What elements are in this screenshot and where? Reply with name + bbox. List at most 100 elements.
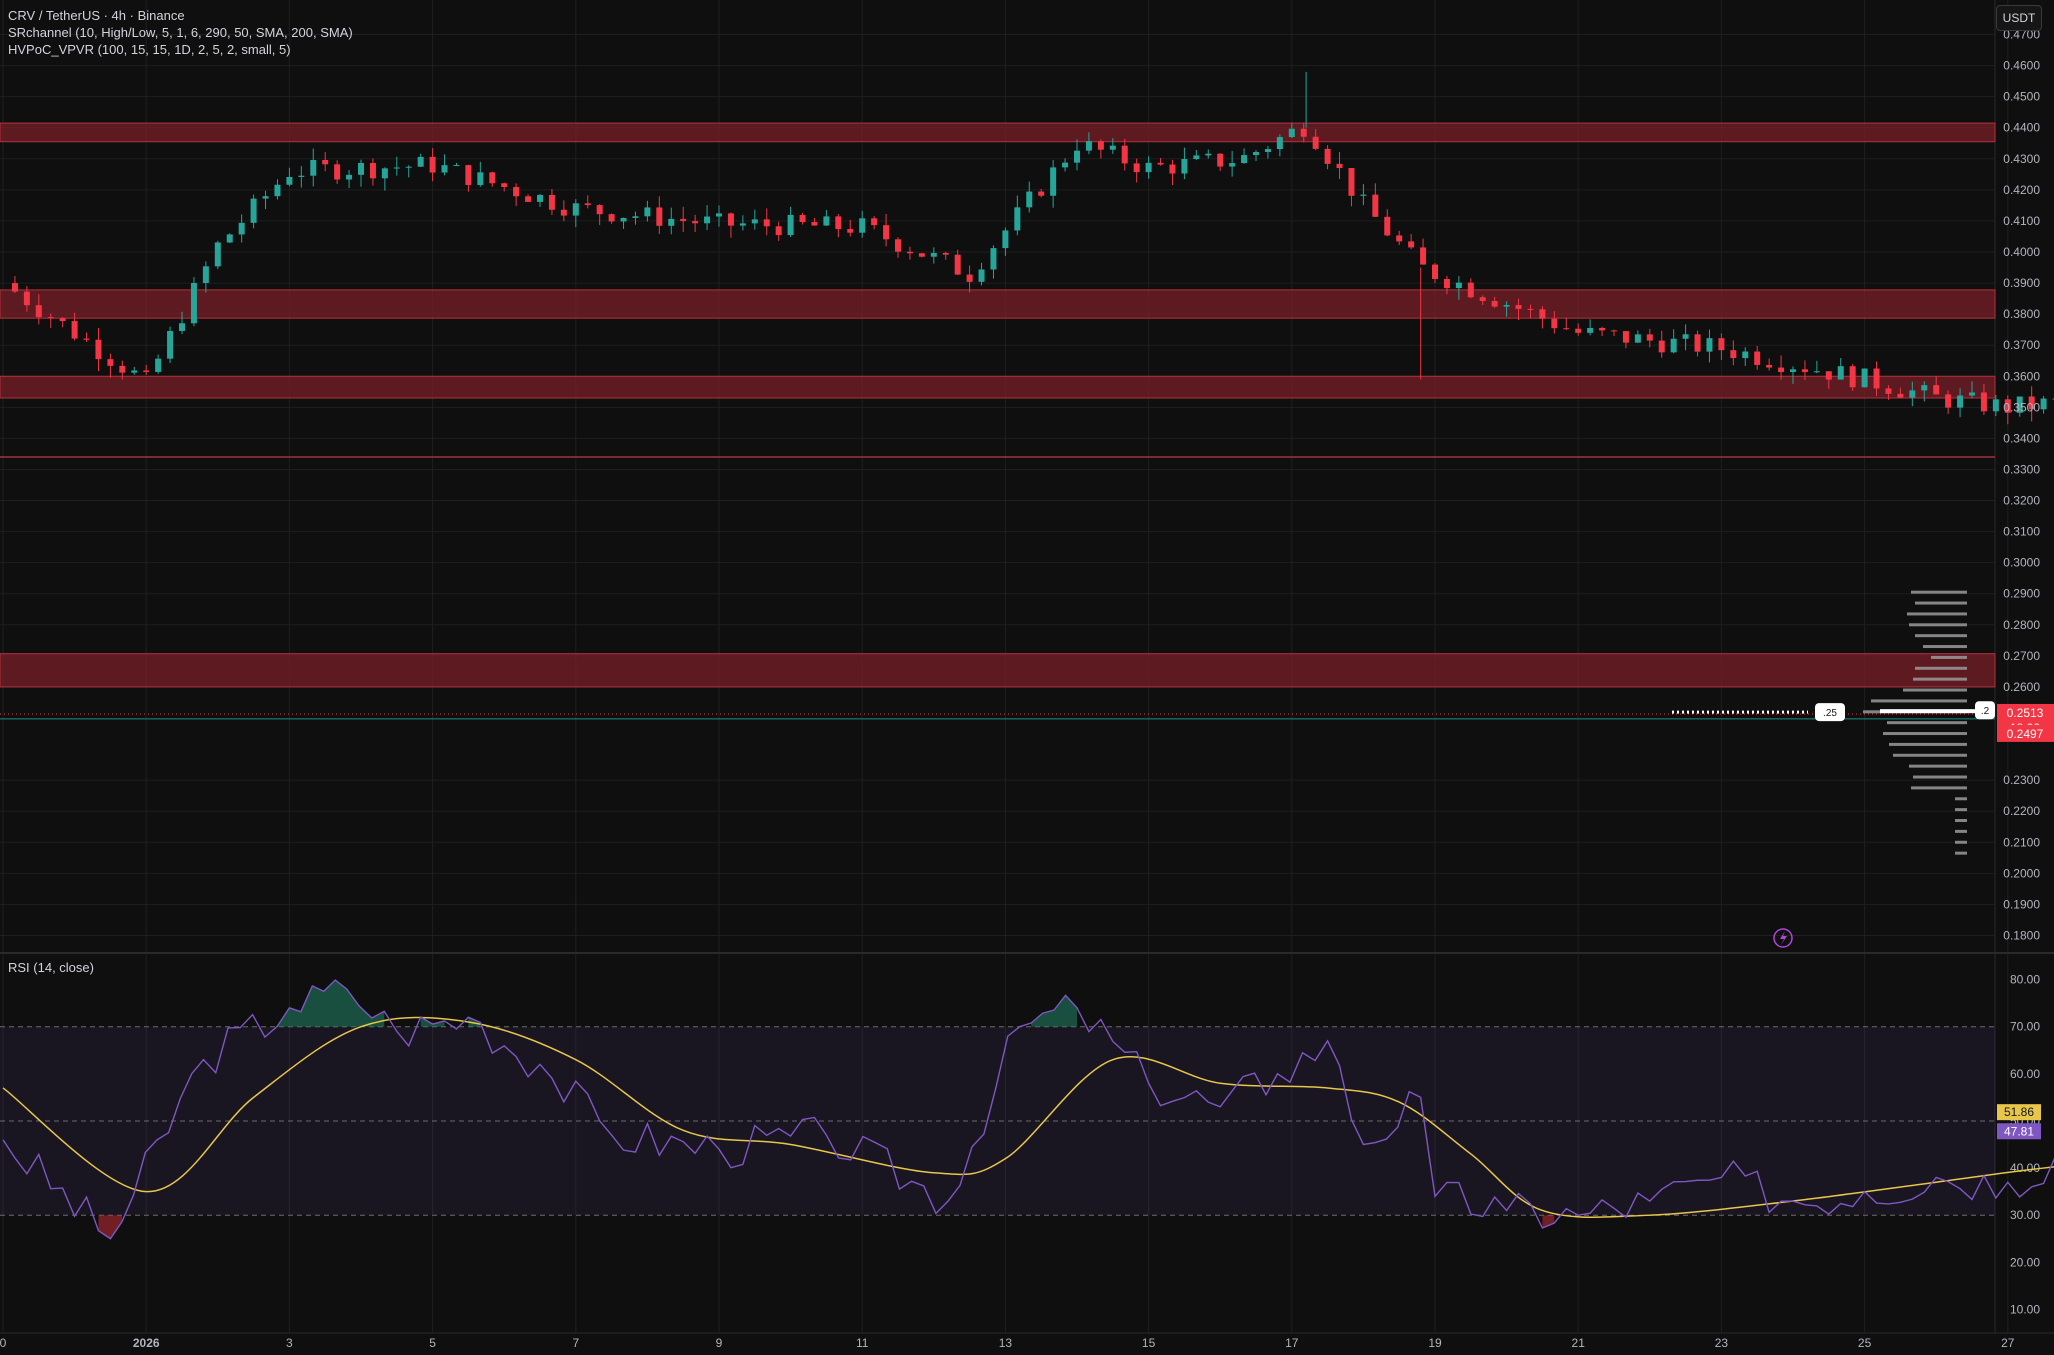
- volume-profile-bar: [1955, 851, 1967, 855]
- candle-body: [1754, 351, 1761, 365]
- candle-body: [978, 269, 985, 282]
- candle-body: [1897, 393, 1904, 398]
- candle-body: [1229, 163, 1236, 167]
- candle-body: [1563, 328, 1570, 330]
- candle-body: [417, 156, 424, 167]
- rsi-oversold-fill: [98, 1215, 123, 1239]
- volume-profile-bar: [1915, 601, 1967, 605]
- candle-body: [202, 266, 209, 283]
- candle-body: [1157, 162, 1164, 165]
- support-resistance-zone: [0, 289, 1996, 319]
- candle-body: [179, 323, 185, 331]
- poc-tag-label-right: .2: [1981, 706, 1990, 717]
- candle-body: [441, 165, 448, 173]
- candle-body: [1384, 216, 1391, 236]
- current-price-label: [1997, 724, 2054, 742]
- rsi-value-text: 51.86: [2004, 1105, 2034, 1119]
- candle-body: [1539, 309, 1546, 319]
- price-axis-tick: 0.1800: [2003, 928, 2040, 942]
- rsi-oversold-fill: [1542, 1215, 1555, 1229]
- candle-body: [190, 282, 197, 324]
- candle-body: [298, 175, 305, 177]
- support-resistance-zone: [0, 375, 1996, 399]
- rsi-ma-line: [2, 1016, 2054, 1218]
- time-axis-tick: 11: [856, 1336, 869, 1350]
- volume-profile-bar: [1913, 775, 1967, 779]
- candle-body: [823, 216, 830, 226]
- candle-body: [1706, 338, 1713, 352]
- time-axis-tick: 9: [716, 1336, 723, 1350]
- candle-body: [1336, 163, 1343, 169]
- price-axis-tick: 0.2700: [2003, 649, 2040, 663]
- candle-body: [1980, 392, 1987, 412]
- candle-body: [716, 213, 722, 217]
- price-axis-tick: 0.3900: [2003, 276, 2040, 290]
- poc-tag-box: [1815, 703, 1845, 722]
- candle-body: [1181, 159, 1188, 174]
- candle-body: [262, 196, 269, 199]
- candle-body: [918, 253, 925, 257]
- candle-body: [620, 217, 627, 222]
- time-axis-tick: 15: [1142, 1336, 1156, 1350]
- candle-body: [429, 156, 436, 173]
- price-axis-tick: 0.3300: [2003, 462, 2040, 476]
- rsi-value-label: [1997, 1123, 2041, 1140]
- candle-body: [847, 229, 854, 233]
- price-axis-tick: 0.4400: [2003, 121, 2040, 135]
- candle-body: [2052, 398, 2054, 400]
- candle-body: [1551, 318, 1558, 329]
- candle-body: [131, 370, 138, 373]
- candle-body: [1217, 153, 1224, 167]
- candle-body: [1062, 162, 1069, 168]
- candle-body: [1682, 334, 1689, 339]
- candle-body: [906, 251, 913, 254]
- candle-body: [942, 252, 949, 255]
- volume-profile-bar: [1889, 742, 1967, 746]
- candle-body: [1527, 308, 1534, 310]
- candle-body: [883, 225, 890, 240]
- volume-profile-bar: [1923, 645, 1967, 649]
- candle-body: [71, 321, 78, 339]
- volume-profile-bar: [1883, 732, 1967, 736]
- candle-body: [1945, 394, 1952, 408]
- candle-body: [1730, 350, 1737, 359]
- support-resistance-zone: [0, 653, 1996, 688]
- indicator-srchannel-label: SRchannel (10, High/Low, 5, 1, 6, 290, 5…: [8, 25, 353, 40]
- candle-body: [1778, 367, 1785, 373]
- poc-line: [1880, 709, 1975, 714]
- candle-body: [1801, 369, 1808, 373]
- candle-body: [763, 219, 770, 227]
- candle-body: [2040, 398, 2047, 410]
- candle-body: [35, 305, 42, 318]
- candle-body: [393, 167, 400, 169]
- candle-body: [668, 218, 675, 226]
- price-axis-tick: 0.4600: [2003, 59, 2040, 73]
- candle-body: [1002, 230, 1009, 249]
- price-axis-tick: 0.2300: [2003, 773, 2040, 787]
- candle-body: [787, 214, 794, 236]
- price-axis-tick: 0.4500: [2003, 90, 2040, 104]
- price-axis-tick: 0.3600: [2003, 369, 2040, 383]
- time-axis-tick: 23: [1715, 1336, 1729, 1350]
- current-price-value: 0.2497: [2007, 727, 2044, 741]
- price-axis-tick: 0.3700: [2003, 338, 2040, 352]
- rsi-axis-tick: 20.00: [2010, 1255, 2040, 1269]
- price-axis-tick: 0.2000: [2003, 866, 2040, 880]
- volume-profile-bar: [1955, 808, 1967, 812]
- candle-body: [1455, 282, 1462, 289]
- candle-body: [632, 216, 639, 218]
- rsi-value-text: 47.81: [2004, 1124, 2034, 1138]
- candle-body: [548, 194, 555, 210]
- currency-button[interactable]: USDT: [1996, 5, 2042, 31]
- price-axis-tick: 0.2800: [2003, 618, 2040, 632]
- candle-body: [572, 203, 579, 216]
- price-axis-tick: 0.2600: [2003, 680, 2040, 694]
- candle-body: [1133, 163, 1140, 173]
- candle-body: [1646, 334, 1653, 341]
- rsi-axis-tick: 60.00: [2010, 1067, 2040, 1081]
- candle-body: [1372, 194, 1379, 217]
- candle-body: [1253, 152, 1259, 156]
- candle-body: [381, 168, 388, 179]
- candle-body: [1312, 136, 1319, 149]
